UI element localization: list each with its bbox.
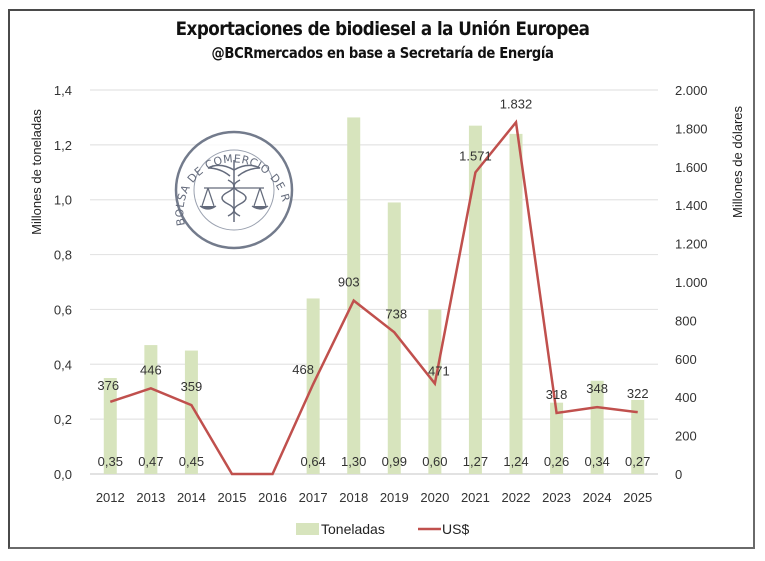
x-tick-label: 2013 bbox=[136, 490, 165, 505]
legend: Toneladas US$ bbox=[296, 521, 469, 537]
y2-tick-label: 800 bbox=[675, 313, 697, 328]
line-value-label: 348 bbox=[586, 381, 608, 396]
bar-2020[interactable] bbox=[428, 309, 442, 474]
bar-2025[interactable] bbox=[631, 399, 645, 474]
caduceus-icon bbox=[207, 160, 261, 222]
y2-tick-label: 1.200 bbox=[675, 237, 708, 252]
x-tick-label: 2020 bbox=[420, 490, 449, 505]
y2-tick-label: 600 bbox=[675, 352, 697, 367]
x-axis-ticks: 2012 2013 2014 2015 2016 2017 2018 2019 2020 2021… bbox=[96, 490, 652, 505]
line-value-label: 1.571 bbox=[459, 148, 492, 163]
bar-value-label: 0,64 bbox=[300, 454, 325, 469]
y2-tick-label: 200 bbox=[675, 429, 697, 444]
y-axis-right-ticks: 0 200 400 600 800 1.000 1.200 1.400 1.600 1.800 2.… bbox=[675, 83, 708, 482]
y2-tick-label: 0 bbox=[675, 467, 682, 482]
y2-tick-label: 1.800 bbox=[675, 121, 708, 136]
bar-value-label: 0,47 bbox=[138, 454, 163, 469]
x-tick-label: 2018 bbox=[339, 490, 368, 505]
line-value-label: 1.832 bbox=[500, 96, 533, 111]
line-value-label: 446 bbox=[140, 362, 162, 377]
gridlines bbox=[90, 89, 658, 475]
bar-value-label: 0,34 bbox=[584, 454, 609, 469]
y-tick-label: 0,2 bbox=[54, 412, 72, 427]
x-tick-label: 2025 bbox=[623, 490, 652, 505]
x-tick-label: 2017 bbox=[299, 490, 328, 505]
y-tick-label: 1,0 bbox=[54, 193, 72, 208]
x-tick-label: 2019 bbox=[380, 490, 409, 505]
bar-value-label: 0,26 bbox=[544, 454, 569, 469]
y2-tick-label: 2.000 bbox=[675, 83, 708, 98]
bars-toneladas bbox=[103, 117, 645, 475]
y-axis-left-ticks: 0,0 0,2 0,4 0,6 0,8 1,0 1,2 1,4 bbox=[54, 83, 72, 482]
line-value-label: 322 bbox=[627, 386, 649, 401]
y-tick-label: 0,6 bbox=[54, 302, 72, 317]
chart-title: Exportaciones de biodiesel a la Unión Eu… bbox=[175, 18, 590, 40]
y-axis-left-title: Millones de toneladas bbox=[29, 109, 44, 235]
line-value-label: 468 bbox=[292, 362, 314, 377]
line-value-label: 903 bbox=[338, 275, 360, 290]
bar-2019[interactable] bbox=[387, 202, 401, 474]
y-axis-right-title: Millones de dólares bbox=[730, 106, 745, 219]
line-usd bbox=[109, 119, 638, 476]
bar-2022[interactable] bbox=[509, 133, 523, 474]
bar-value-label: 0,99 bbox=[382, 454, 407, 469]
bar-2024[interactable] bbox=[590, 380, 604, 474]
line-value-label: 318 bbox=[546, 387, 568, 402]
bar-value-label: 0,60 bbox=[422, 454, 447, 469]
line-value-label: 738 bbox=[385, 306, 407, 321]
y-tick-label: 0,4 bbox=[54, 357, 72, 372]
bar-value-label: 1,27 bbox=[463, 454, 488, 469]
bar-2013[interactable] bbox=[144, 345, 158, 474]
bar-2021[interactable] bbox=[468, 125, 482, 475]
usd-line[interactable] bbox=[109, 119, 638, 476]
bar-2018[interactable] bbox=[347, 117, 361, 474]
y-tick-label: 1,2 bbox=[54, 138, 72, 153]
line-value-label: 471 bbox=[428, 364, 450, 379]
bar-value-label: 0,45 bbox=[179, 454, 204, 469]
y2-tick-label: 1.000 bbox=[675, 275, 708, 290]
line-value-label: 359 bbox=[181, 379, 203, 394]
x-tick-label: 2016 bbox=[258, 490, 287, 505]
x-tick-label: 2023 bbox=[542, 490, 571, 505]
bar-value-label: 0,35 bbox=[98, 454, 123, 469]
data-labels: 0,35 0,47 0,45 0,64 1,30 0,99 0,60 1,27 1,24 0,26… bbox=[97, 96, 650, 469]
bar-value-label: 1,30 bbox=[341, 454, 366, 469]
y-tick-label: 1,4 bbox=[54, 83, 72, 98]
line-value-label: 376 bbox=[97, 378, 119, 393]
x-tick-label: 2022 bbox=[502, 490, 531, 505]
legend-label-toneladas[interactable]: Toneladas bbox=[321, 521, 385, 537]
y-tick-label: 0,0 bbox=[54, 467, 72, 482]
bar-2023[interactable] bbox=[550, 402, 564, 474]
y2-tick-label: 1.600 bbox=[675, 160, 708, 175]
x-tick-label: 2014 bbox=[177, 490, 206, 505]
legend-label-usd[interactable]: US$ bbox=[442, 521, 469, 537]
y-tick-label: 0,8 bbox=[54, 248, 72, 263]
legend-swatch-toneladas bbox=[296, 523, 319, 535]
x-tick-label: 2012 bbox=[96, 490, 125, 505]
x-tick-label: 2024 bbox=[583, 490, 612, 505]
chart-subtitle: @BCRmercados en base a Secretaría de Ene… bbox=[211, 44, 554, 62]
x-tick-label: 2021 bbox=[461, 490, 490, 505]
bar-value-label: 1,24 bbox=[503, 454, 528, 469]
logo-inner-ring bbox=[193, 149, 275, 231]
scales-icon bbox=[199, 187, 269, 210]
y2-tick-label: 1.400 bbox=[675, 198, 708, 213]
y2-tick-label: 400 bbox=[675, 390, 697, 405]
bar-value-label: 0,27 bbox=[625, 454, 650, 469]
x-tick-label: 2015 bbox=[218, 490, 247, 505]
chart-frame bbox=[8, 9, 755, 549]
bar-2014[interactable] bbox=[184, 350, 198, 474]
